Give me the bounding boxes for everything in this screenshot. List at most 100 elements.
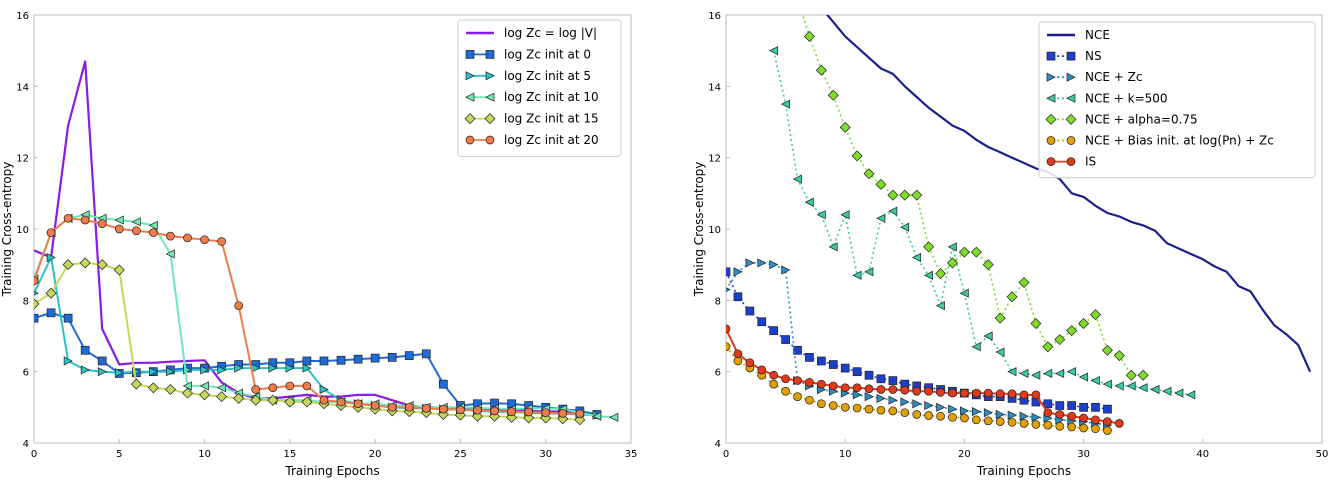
data-point [63, 356, 73, 366]
legend-marker [1066, 72, 1076, 82]
legend-box [1038, 21, 1316, 179]
data-point [935, 301, 945, 311]
data-point [46, 308, 56, 318]
data-point [1054, 368, 1065, 379]
legend-marker [1065, 113, 1077, 125]
data-point [524, 407, 534, 417]
legend-label: NCE [1085, 28, 1110, 42]
data-point [166, 231, 175, 241]
data-point [336, 355, 346, 365]
data-point [233, 392, 245, 404]
data-point [726, 324, 731, 334]
data-point [983, 331, 993, 341]
data-point [864, 384, 874, 394]
data-point [780, 99, 790, 109]
data-point [1090, 309, 1102, 321]
data-point [353, 399, 363, 409]
data-point [805, 395, 814, 405]
data-point [284, 396, 296, 408]
data-point [911, 252, 922, 263]
data-point [781, 374, 790, 384]
data-point [912, 399, 922, 409]
data-point [164, 384, 176, 395]
data-point [62, 259, 74, 271]
data-point [1055, 421, 1065, 431]
legend-marker [485, 71, 495, 81]
legend-marker [484, 113, 496, 125]
data-point [1019, 368, 1029, 379]
data-point [840, 402, 850, 412]
data-point [301, 396, 313, 408]
data-point [1162, 386, 1172, 396]
legend-marker [1066, 51, 1076, 61]
data-point [97, 356, 107, 366]
data-point [387, 402, 397, 412]
data-point [948, 388, 957, 398]
legend-label: log Zc init at 0 [504, 47, 591, 61]
data-point [46, 252, 56, 263]
data-point [983, 388, 993, 398]
data-point [149, 367, 159, 377]
data-point [817, 356, 826, 366]
data-point [864, 392, 874, 402]
data-point [490, 406, 499, 416]
y-tick-label: 8 [715, 296, 721, 307]
legend-entry: log Zc = log |V| [466, 26, 597, 40]
x-tick-label: 10 [198, 449, 211, 460]
data-point [852, 383, 862, 393]
data-point [1043, 408, 1053, 418]
data-point [923, 270, 933, 280]
data-point [726, 267, 731, 277]
data-point [1091, 424, 1100, 434]
data-point [575, 409, 585, 419]
data-point [852, 367, 862, 377]
data-point [864, 404, 874, 414]
data-point [1102, 379, 1112, 389]
legend: log Zc = log |V| log Zc init at 0 log Zc i… [457, 19, 622, 157]
data-point [1103, 404, 1112, 414]
data-point [793, 0, 803, 2]
data-point [793, 345, 802, 355]
data-point [960, 413, 969, 423]
data-point [888, 206, 898, 216]
left-chart: 0 5 10 15 20 25 30 35 4 6 8 10 12 14 16 Training Epochs… [0, 11, 637, 478]
data-point [199, 389, 211, 401]
data-point [827, 89, 839, 101]
legend-label: log Zc init at 10 [504, 90, 599, 104]
data-point [876, 213, 886, 223]
data-point [1031, 420, 1041, 429]
data-point [757, 365, 767, 375]
data-point [733, 267, 743, 277]
data-point [769, 379, 779, 389]
data-point [302, 356, 312, 366]
legend-entry: log Zc init at 15 [464, 112, 599, 126]
legend-marker [465, 135, 475, 145]
data-point [1137, 369, 1149, 381]
data-point [370, 401, 380, 410]
data-point [828, 401, 838, 410]
legend-label: log Zc init at 20 [504, 133, 599, 147]
data-point [1079, 423, 1088, 433]
y-tick-label: 14 [16, 82, 29, 93]
data-point [745, 306, 755, 316]
data-point [840, 383, 850, 393]
data-point [1126, 381, 1136, 391]
data-point [912, 386, 922, 396]
data-point [183, 233, 192, 243]
data-point [97, 367, 108, 377]
x-axis-label: Training Epochs [284, 464, 379, 478]
data-point [79, 257, 91, 269]
data-point [1103, 417, 1112, 426]
data-point [1019, 411, 1029, 421]
x-tick-label: 0 [31, 449, 37, 460]
x-tick-label: 25 [454, 449, 467, 460]
data-point [875, 178, 887, 190]
data-point [216, 383, 226, 393]
plot-area [726, 0, 1312, 435]
y-tick-label: 14 [708, 82, 721, 93]
series-line [825, 15, 1312, 373]
data-point [353, 354, 363, 364]
data-point [523, 412, 535, 424]
data-point [960, 406, 970, 416]
